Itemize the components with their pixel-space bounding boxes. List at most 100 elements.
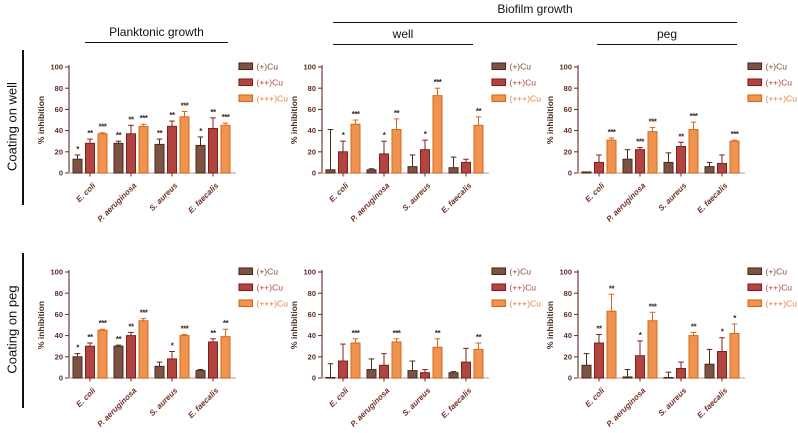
significance-stars: *** [649, 302, 658, 311]
bar [220, 124, 231, 174]
legend-label: (+)Cu [257, 62, 279, 72]
legend-label: (++)Cu [257, 283, 284, 293]
bar [420, 149, 430, 174]
bar [407, 370, 418, 379]
significance-stars: ** [87, 333, 94, 342]
category-label: E. faecalis [695, 181, 729, 215]
bar [113, 345, 124, 379]
legend-swatch [491, 62, 507, 71]
bar [167, 125, 177, 174]
category-label: E. coli [74, 386, 98, 410]
significance-stars: *** [636, 138, 645, 147]
bar [622, 158, 633, 174]
legend-label: (++)Cu [766, 283, 793, 293]
significance-stars: ** [394, 109, 401, 118]
bar [138, 320, 149, 379]
bar [85, 142, 95, 174]
bar [154, 365, 165, 379]
bar [647, 131, 658, 174]
y-tick-label: 0 [312, 169, 316, 178]
bar [676, 367, 686, 379]
bar [448, 167, 459, 174]
legend-label: (++)Cu [510, 283, 537, 293]
legend-swatch [747, 62, 763, 71]
bar [154, 143, 165, 174]
bar [167, 358, 177, 379]
y-tick-label: 80 [308, 84, 316, 93]
significance-stars: *** [434, 78, 443, 87]
legend-swatch [238, 62, 254, 71]
significance-stars: ** [476, 107, 483, 116]
significance-stars: *** [352, 110, 361, 119]
bar [717, 351, 727, 379]
y-tick-label: 20 [564, 352, 572, 361]
y-tick-label: 40 [564, 126, 572, 135]
category-label: P. aeruginosa [349, 386, 392, 429]
category-label: S. aureus [657, 181, 689, 213]
bar [647, 320, 658, 379]
y-tick-label: 60 [564, 105, 572, 114]
legend-label: (+++)Cu [257, 299, 289, 309]
bar [606, 310, 617, 379]
legend-label: (+++)Cu [510, 94, 542, 104]
significance-stars: *** [222, 113, 231, 122]
significance-stars: *** [649, 117, 658, 126]
significance-stars: *** [140, 114, 149, 123]
bar [350, 342, 361, 379]
header-biofilm-peg: peg [656, 27, 678, 41]
significance-stars: * [171, 342, 175, 351]
legend-label: (++)Cu [510, 78, 537, 88]
significance-stars: *** [393, 329, 402, 338]
bar [581, 171, 592, 174]
y-tick-label: 60 [55, 310, 63, 319]
category-label: E. faecalis [439, 181, 473, 215]
y-tick-label: 100 [559, 63, 572, 72]
bar [461, 361, 471, 379]
category-label: S. aureus [401, 386, 433, 418]
header-peg-underline [597, 44, 737, 46]
y-tick-label: 0 [312, 374, 316, 383]
bar [729, 140, 740, 174]
significance-stars: ** [435, 329, 442, 338]
significance-stars: ** [128, 322, 135, 331]
significance-stars: ** [476, 333, 483, 342]
significance-stars: *** [140, 309, 149, 318]
category-label: P. aeruginosa [605, 386, 648, 429]
bar [473, 348, 484, 379]
bar [473, 124, 484, 174]
significance-stars: * [721, 328, 725, 337]
y-axis-label: % inhibition [545, 96, 555, 144]
y-tick-label: 20 [308, 147, 316, 156]
significance-stars: *** [690, 112, 699, 121]
y-tick-label: 80 [564, 289, 572, 298]
bar [325, 376, 336, 379]
y-tick-label: 40 [308, 126, 316, 135]
bar [195, 370, 206, 379]
bar [594, 161, 604, 174]
bar [391, 129, 402, 174]
category-label: P. aeruginosa [605, 181, 648, 224]
bar [448, 372, 459, 379]
bar [635, 355, 645, 379]
bar [338, 360, 348, 379]
legend-label: (+)Cu [510, 267, 532, 277]
category-label: S. aureus [401, 181, 433, 213]
y-tick-label: 80 [55, 84, 63, 93]
bar [663, 161, 674, 174]
bar [350, 123, 361, 174]
legend-label: (++)Cu [766, 78, 793, 88]
bar [113, 142, 124, 174]
bar [72, 158, 83, 174]
y-tick-label: 40 [55, 126, 63, 135]
category-label: S. aureus [148, 181, 180, 213]
y-tick-label: 0 [568, 374, 572, 383]
y-tick-label: 80 [564, 84, 572, 93]
bar [606, 139, 617, 174]
legend-label: (+)Cu [510, 62, 532, 72]
y-tick-label: 60 [308, 105, 316, 114]
significance-stars: * [383, 131, 387, 140]
significance-stars: ** [169, 111, 176, 120]
bar [366, 369, 377, 379]
